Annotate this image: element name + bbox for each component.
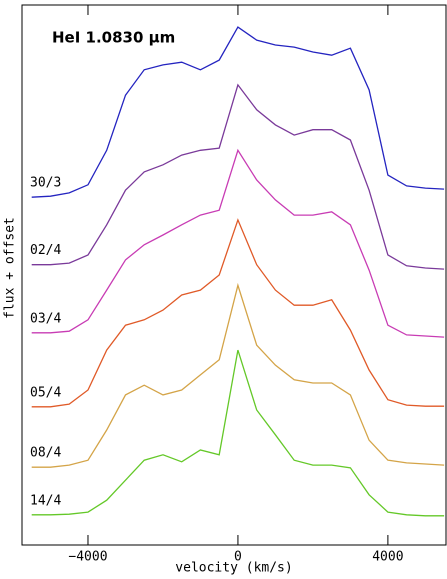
x-tick-label: 4000 bbox=[372, 550, 403, 565]
series-label: 14/4 bbox=[30, 493, 61, 508]
series-label: 02/4 bbox=[30, 243, 61, 258]
series-label: 03/4 bbox=[30, 311, 61, 326]
series-label: 30/3 bbox=[30, 176, 61, 191]
spectrum-line bbox=[31, 148, 445, 338]
x-tick-label: −4000 bbox=[68, 550, 107, 565]
spectrum-line bbox=[31, 282, 445, 468]
series-label: 05/4 bbox=[30, 385, 61, 400]
x-tick-label: 0 bbox=[234, 550, 242, 565]
spectrum-line bbox=[31, 349, 445, 517]
chart-title: HeI 1.0830 μm bbox=[52, 29, 175, 47]
plot-frame bbox=[21, 4, 447, 546]
spectrum-line bbox=[31, 218, 445, 408]
y-axis-label: flux + offset bbox=[3, 217, 18, 319]
spectrum-line bbox=[31, 83, 445, 270]
x-axis-label: velocity (km/s) bbox=[175, 561, 292, 576]
series-label: 08/4 bbox=[30, 446, 61, 461]
spectrum-line bbox=[31, 26, 445, 198]
